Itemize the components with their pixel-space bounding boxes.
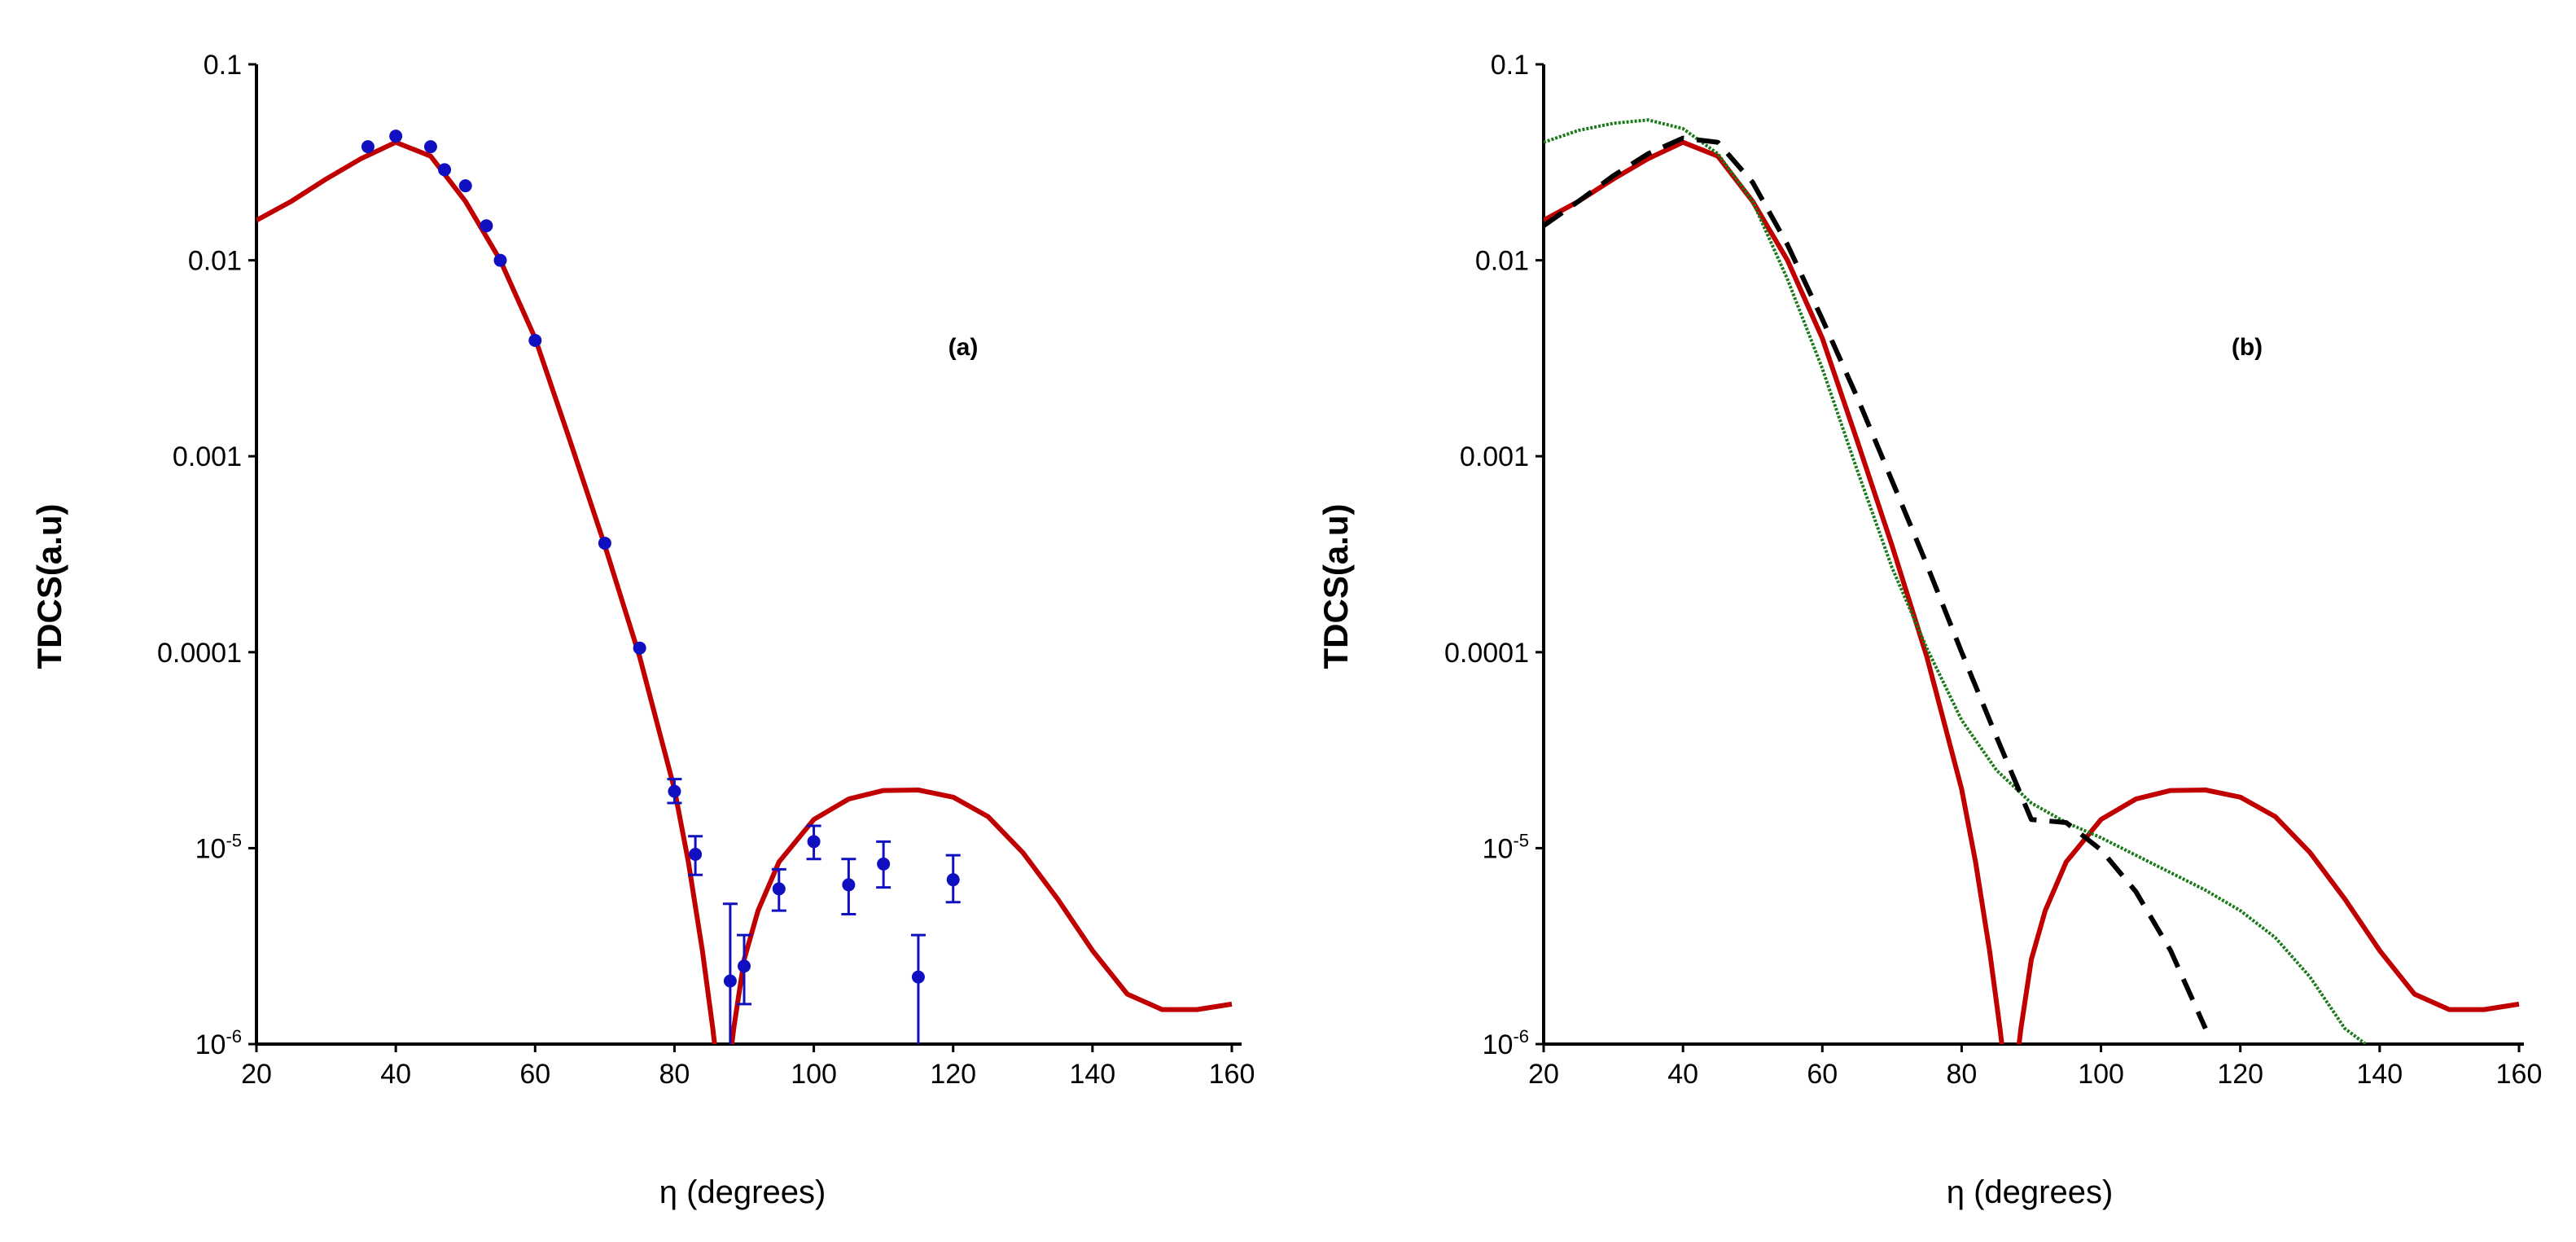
panel-b-x-ticks: 20 40 60 80 100 120 140 160	[1528, 1044, 2542, 1090]
y-tick-label: 0.001	[173, 441, 242, 472]
x-tick-label: 140	[1069, 1059, 1115, 1090]
y-tick-label: 0.01	[188, 246, 242, 277]
panel-b: TDCS(a.u) η (degrees) (b) 0.10.010.0010.…	[1316, 50, 2542, 1210]
y-tick-label: 0.1	[1491, 50, 1529, 81]
x-tick-label: 20	[241, 1059, 272, 1090]
panel-b-x-axis-title: η (degrees)	[1947, 1174, 2114, 1210]
data-point	[877, 857, 891, 871]
data-point	[633, 641, 646, 655]
data-point	[389, 129, 403, 143]
x-tick-label: 120	[2217, 1059, 2263, 1090]
data-point	[689, 847, 703, 861]
panel-b-y-axis-title: TDCS(a.u)	[1316, 504, 1355, 669]
data-point	[438, 163, 452, 177]
panel-b-series	[1544, 118, 2520, 1044]
data-point	[807, 835, 821, 849]
data-point	[480, 219, 493, 233]
panel-a-plot-area	[256, 139, 1233, 1044]
data-point	[723, 974, 737, 988]
y-tick-label: 10-6	[195, 1026, 242, 1060]
panel-b-label: (b)	[2232, 334, 2263, 361]
panel-b-y-ticks: 0.1 0.01 0.001 0.0001 10-5 10-6	[1444, 50, 1544, 1060]
series-line-solid	[1544, 139, 2520, 1044]
x-tick-label: 100	[791, 1059, 837, 1090]
panel-a: TDCS(a.u) η (degrees) (a) 0.10.010.0010.…	[30, 50, 1255, 1210]
series-line-dashed	[1544, 135, 2208, 1030]
x-tick-label: 160	[2496, 1059, 2543, 1090]
y-tick-label: 10-5	[195, 830, 242, 864]
y-tick-label: 0.001	[1460, 441, 1529, 472]
data-point	[528, 333, 542, 347]
x-tick-label: 160	[1209, 1059, 1255, 1090]
x-tick-label: 60	[1807, 1059, 1838, 1090]
series-line-solid-thin	[1544, 118, 2367, 1044]
panel-a-x-axis-title: η (degrees)	[659, 1174, 826, 1210]
x-tick-label: 80	[659, 1059, 690, 1090]
x-tick-label: 20	[1528, 1059, 1559, 1090]
panel-a-experimental-points	[361, 129, 961, 1044]
data-point	[946, 873, 960, 887]
panel-a-label: (a)	[948, 334, 979, 361]
x-tick-label: 40	[380, 1059, 411, 1090]
panel-a-series	[256, 139, 1233, 1044]
y-tick-label: 10-5	[1483, 830, 1529, 864]
x-tick-label: 120	[930, 1059, 976, 1090]
y-tick-label: 0.0001	[157, 638, 242, 669]
x-tick-label: 60	[519, 1059, 550, 1090]
panel-a-y-axis-title: TDCS(a.u)	[30, 504, 68, 669]
data-point	[493, 253, 507, 267]
data-point	[458, 179, 472, 193]
x-tick-label: 80	[1947, 1059, 1978, 1090]
x-tick-label: 40	[1667, 1059, 1698, 1090]
y-tick-label: 0.1	[204, 50, 242, 81]
data-point	[842, 878, 856, 892]
data-point	[668, 784, 681, 798]
data-point	[738, 959, 751, 973]
data-point	[423, 140, 437, 154]
series-line-solid	[256, 139, 1233, 1044]
data-point	[911, 970, 925, 984]
y-tick-label: 0.01	[1475, 246, 1529, 277]
panel-b-plot-area	[1544, 118, 2520, 1044]
x-tick-label: 140	[2356, 1059, 2403, 1090]
data-point	[361, 140, 375, 154]
y-tick-label: 10-6	[1483, 1026, 1529, 1060]
data-point	[598, 536, 611, 550]
panel-a-y-ticks: 0.1 0.01 0.001 0.0001 10-5 10-6	[157, 50, 256, 1060]
panel-a-x-ticks: 20 40 60 80 100 120 140 160	[241, 1044, 1255, 1090]
x-tick-label: 100	[2078, 1059, 2124, 1090]
data-point	[772, 882, 786, 896]
y-tick-label: 0.0001	[1444, 638, 1529, 669]
